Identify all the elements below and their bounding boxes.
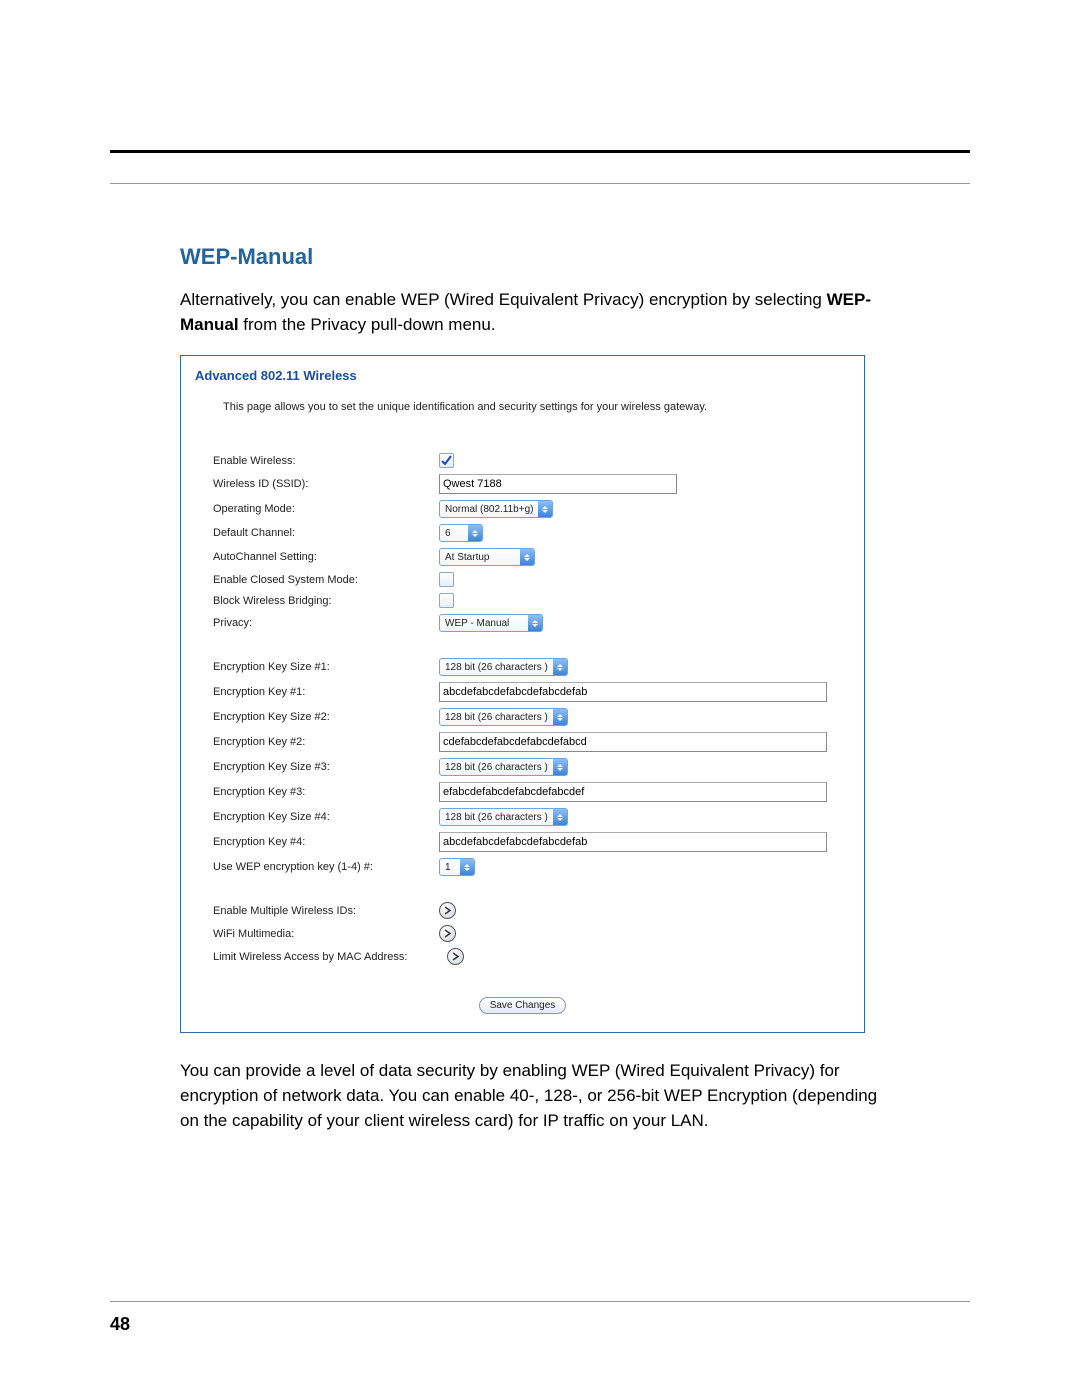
usekey-value: 1	[440, 862, 460, 873]
chevron-updown-icon	[553, 659, 567, 675]
usekey-select[interactable]: 1	[439, 858, 475, 876]
footer-rule	[110, 1301, 970, 1302]
outro-paragraph: You can provide a level of data security…	[180, 1059, 900, 1133]
chevron-updown-icon	[520, 549, 534, 565]
usekey-label: Use WEP encryption key (1-4) #:	[213, 861, 439, 873]
top-rule	[110, 150, 970, 153]
panel-title: Advanced 802.11 Wireless	[195, 368, 850, 383]
chevron-updown-icon	[460, 859, 474, 875]
chevron-updown-icon	[553, 759, 567, 775]
wmm-label: WiFi Multimedia:	[213, 928, 439, 940]
keysize4-value: 128 bit (26 characters )	[440, 812, 553, 823]
keysize2-label: Encryption Key Size #2:	[213, 711, 439, 723]
keysize3-label: Encryption Key Size #3:	[213, 761, 439, 773]
enable-wireless-label: Enable Wireless:	[213, 455, 439, 467]
privacy-value: WEP - Manual	[440, 618, 528, 629]
wmm-expand-button[interactable]	[439, 925, 456, 942]
section-title: WEP-Manual	[180, 244, 970, 270]
panel-description: This page allows you to set the unique i…	[223, 401, 850, 413]
operating-mode-select[interactable]: Normal (802.11b+g)	[439, 500, 553, 518]
header-hair-rule	[110, 183, 970, 184]
save-changes-button[interactable]: Save Changes	[479, 997, 567, 1014]
key3-label: Encryption Key #3:	[213, 786, 439, 798]
block-bridging-label: Block Wireless Bridging:	[213, 595, 439, 607]
intro-part1: Alternatively, you can enable WEP (Wired…	[180, 290, 827, 309]
keysize1-value: 128 bit (26 characters )	[440, 662, 553, 673]
key2-input[interactable]	[439, 732, 827, 752]
operating-mode-label: Operating Mode:	[213, 503, 439, 515]
keysize3-select[interactable]: 128 bit (26 characters )	[439, 758, 568, 776]
ssid-label: Wireless ID (SSID):	[213, 478, 439, 490]
autochannel-value: At Startup	[440, 552, 520, 563]
key3-input[interactable]	[439, 782, 827, 802]
privacy-select[interactable]: WEP - Manual	[439, 614, 543, 632]
page-number: 48	[110, 1314, 130, 1335]
key2-label: Encryption Key #2:	[213, 736, 439, 748]
key4-input[interactable]	[439, 832, 827, 852]
keysize3-value: 128 bit (26 characters )	[440, 762, 553, 773]
default-channel-label: Default Channel:	[213, 527, 439, 539]
chevron-updown-icon	[468, 525, 482, 541]
keysize1-label: Encryption Key Size #1:	[213, 661, 439, 673]
chevron-updown-icon	[528, 615, 542, 631]
chevron-updown-icon	[553, 709, 567, 725]
ssid-input[interactable]	[439, 474, 677, 494]
default-channel-value: 6	[440, 528, 468, 539]
key1-input[interactable]	[439, 682, 827, 702]
privacy-label: Privacy:	[213, 617, 439, 629]
autochannel-select[interactable]: At Startup	[439, 548, 535, 566]
keysize4-label: Encryption Key Size #4:	[213, 811, 439, 823]
chevron-updown-icon	[538, 501, 552, 517]
key4-label: Encryption Key #4:	[213, 836, 439, 848]
multi-ssid-expand-button[interactable]	[439, 902, 456, 919]
multi-ssid-label: Enable Multiple Wireless IDs:	[213, 905, 439, 917]
keysize1-select[interactable]: 128 bit (26 characters )	[439, 658, 568, 676]
default-channel-select[interactable]: 6	[439, 524, 483, 542]
autochannel-label: AutoChannel Setting:	[213, 551, 439, 563]
keysize2-select[interactable]: 128 bit (26 characters )	[439, 708, 568, 726]
intro-paragraph: Alternatively, you can enable WEP (Wired…	[180, 288, 900, 337]
closed-system-label: Enable Closed System Mode:	[213, 574, 439, 586]
key1-label: Encryption Key #1:	[213, 686, 439, 698]
keysize4-select[interactable]: 128 bit (26 characters )	[439, 808, 568, 826]
enable-wireless-checkbox[interactable]	[439, 453, 454, 468]
chevron-updown-icon	[553, 809, 567, 825]
mac-filter-label: Limit Wireless Access by MAC Address:	[213, 951, 447, 963]
closed-system-checkbox[interactable]	[439, 572, 454, 587]
intro-part2: from the Privacy pull-down menu.	[239, 315, 496, 334]
settings-panel: Advanced 802.11 Wireless This page allow…	[180, 355, 865, 1033]
keysize2-value: 128 bit (26 characters )	[440, 712, 553, 723]
mac-filter-expand-button[interactable]	[447, 948, 464, 965]
operating-mode-value: Normal (802.11b+g)	[440, 504, 538, 515]
block-bridging-checkbox[interactable]	[439, 593, 454, 608]
